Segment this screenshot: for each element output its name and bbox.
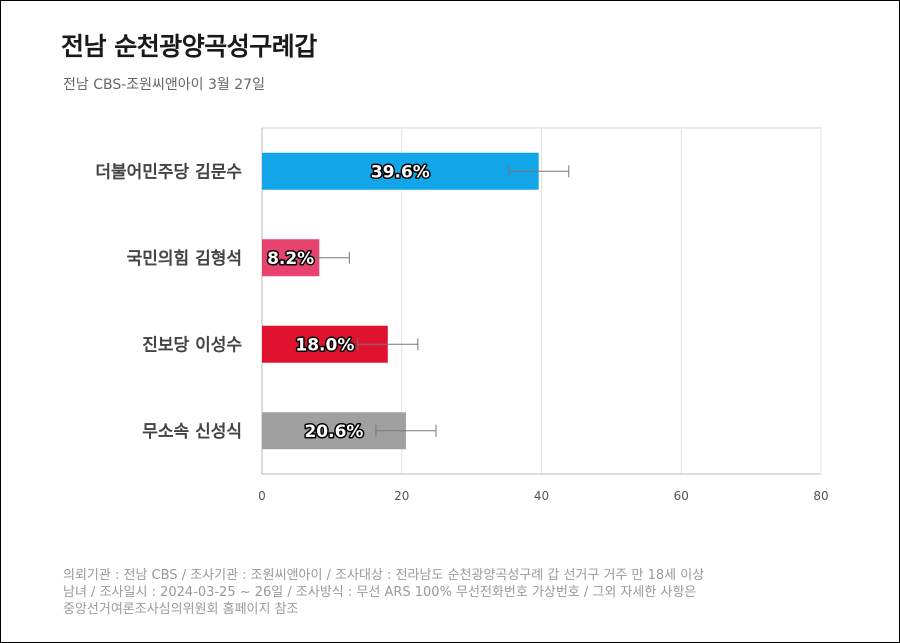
- bars: [262, 152, 539, 450]
- error-bars: [288, 165, 570, 437]
- bar: [262, 152, 539, 190]
- bar-chart: 0 20 40 60 80 더불어민주당 김문수 39.6% 국민의힘 김형석 8.2% 진보당 …: [95, 127, 829, 503]
- category-label: 국민의힘 김형석: [127, 248, 242, 269]
- footnote-line: 의뢰기관 : 전남 CBS / 조사기관 : 조원씨앤아이 / 조사대상 : 전…: [63, 568, 705, 583]
- labels: 0 20 40 60 80 더불어민주당 김문수 39.6% 국민의힘 김형석 8.2% 진보당 …: [95, 161, 828, 503]
- category-label: 더불어민주당 김문수: [95, 162, 242, 182]
- value-label: 20.6%: [304, 422, 363, 442]
- x-tick-label: 60: [674, 489, 689, 503]
- x-tick-label: 20: [394, 489, 409, 503]
- x-tick-label: 40: [534, 489, 549, 503]
- chart-title: 전남 순천광양곡성구례갑: [61, 32, 317, 61]
- value-label: 8.2%: [267, 249, 314, 269]
- value-label: 39.6%: [371, 162, 430, 182]
- chart-subtitle: 전남 CBS-조원씨앤아이 3월 27일: [63, 77, 265, 93]
- survey-footnote: 의뢰기관 : 전남 CBS / 조사기관 : 조원씨앤아이 / 조사대상 : 전…: [63, 567, 853, 618]
- category-label: 진보당 이성수: [142, 335, 242, 355]
- footnote-line: 남녀 / 조사일시 : 2024-03-25 ~ 26일 / 조사방식 : 무선…: [63, 585, 697, 600]
- x-tick-label: 0: [258, 489, 266, 503]
- footnote-line: 중앙선거여론조사심의위원회 홈페이지 참조: [63, 602, 299, 617]
- category-label: 무소속 신성식: [142, 422, 242, 442]
- value-label: 18.0%: [295, 335, 354, 355]
- x-tick-label: 80: [813, 489, 828, 503]
